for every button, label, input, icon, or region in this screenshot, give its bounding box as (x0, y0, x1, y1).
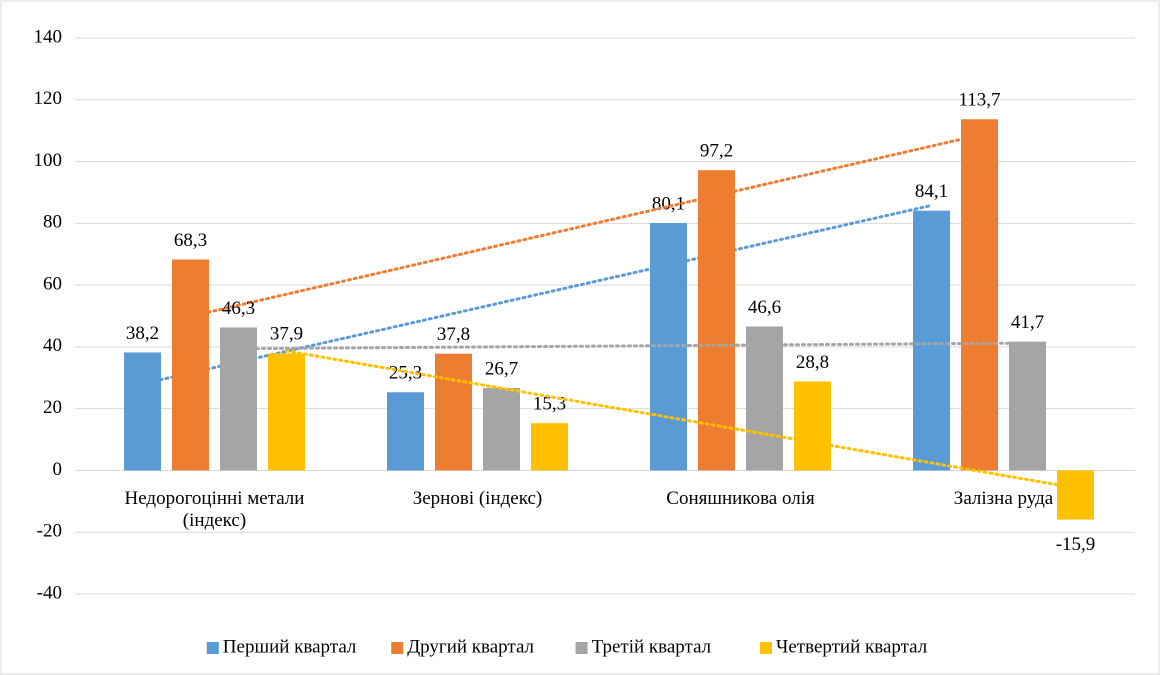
y-tick-label: 60 (43, 273, 62, 294)
legend-label: Третій квартал (592, 636, 712, 657)
bar (961, 119, 998, 470)
chart-container: -40-2002040608010012014038,225,380,184,1… (0, 0, 1160, 675)
bar (483, 388, 520, 470)
value-label: 80,1 (652, 193, 685, 214)
y-tick-label: 0 (53, 459, 63, 480)
value-label: -15,9 (1056, 534, 1096, 555)
x-tick-label: Недорогоцінні метали (індекс) (93, 488, 336, 532)
bar (435, 354, 472, 471)
legend-label: Другий квартал (407, 636, 534, 657)
legend-swatch (207, 642, 219, 654)
value-label: 28,8 (796, 352, 829, 373)
value-label: 68,3 (174, 230, 207, 251)
y-tick-label: 120 (34, 88, 63, 109)
y-tick-label: 40 (43, 335, 62, 356)
bar (387, 392, 424, 470)
bar (746, 327, 783, 471)
bar (531, 423, 568, 470)
value-label: 84,1 (915, 181, 948, 202)
x-tick-label: Зернові (індекс) (356, 488, 599, 510)
value-label: 113,7 (958, 90, 1000, 111)
legend-swatch (391, 642, 403, 654)
y-tick-label: -20 (37, 521, 62, 542)
value-label: 38,2 (126, 323, 159, 344)
value-label: 41,7 (1011, 312, 1044, 333)
chart: -40-2002040608010012014038,225,380,184,1… (0, 0, 1160, 675)
x-tick-label: Залізна руда (882, 488, 1125, 510)
value-label: 37,8 (437, 324, 470, 345)
bar (794, 381, 831, 470)
value-label: 46,3 (222, 298, 255, 319)
legend-swatch (576, 642, 588, 654)
legend-swatch (760, 642, 772, 654)
value-label: 46,6 (748, 297, 781, 318)
bar (268, 353, 305, 470)
y-tick-label: 80 (43, 212, 62, 233)
value-label: 97,2 (700, 141, 733, 162)
value-label: 37,9 (270, 324, 303, 345)
bar (172, 259, 209, 470)
bar (698, 170, 735, 470)
y-tick-label: 100 (34, 150, 63, 171)
legend-label: Четвертий квартал (776, 636, 928, 657)
bar (913, 211, 950, 471)
y-tick-label: -40 (37, 582, 62, 603)
y-tick-label: 140 (34, 26, 63, 47)
value-label: 26,7 (485, 358, 518, 379)
bar (1009, 342, 1046, 471)
bar (124, 352, 161, 470)
legend-label: Перший квартал (223, 636, 357, 657)
x-tick-label: Соняшникова олія (619, 488, 862, 510)
y-tick-label: 20 (43, 397, 62, 418)
